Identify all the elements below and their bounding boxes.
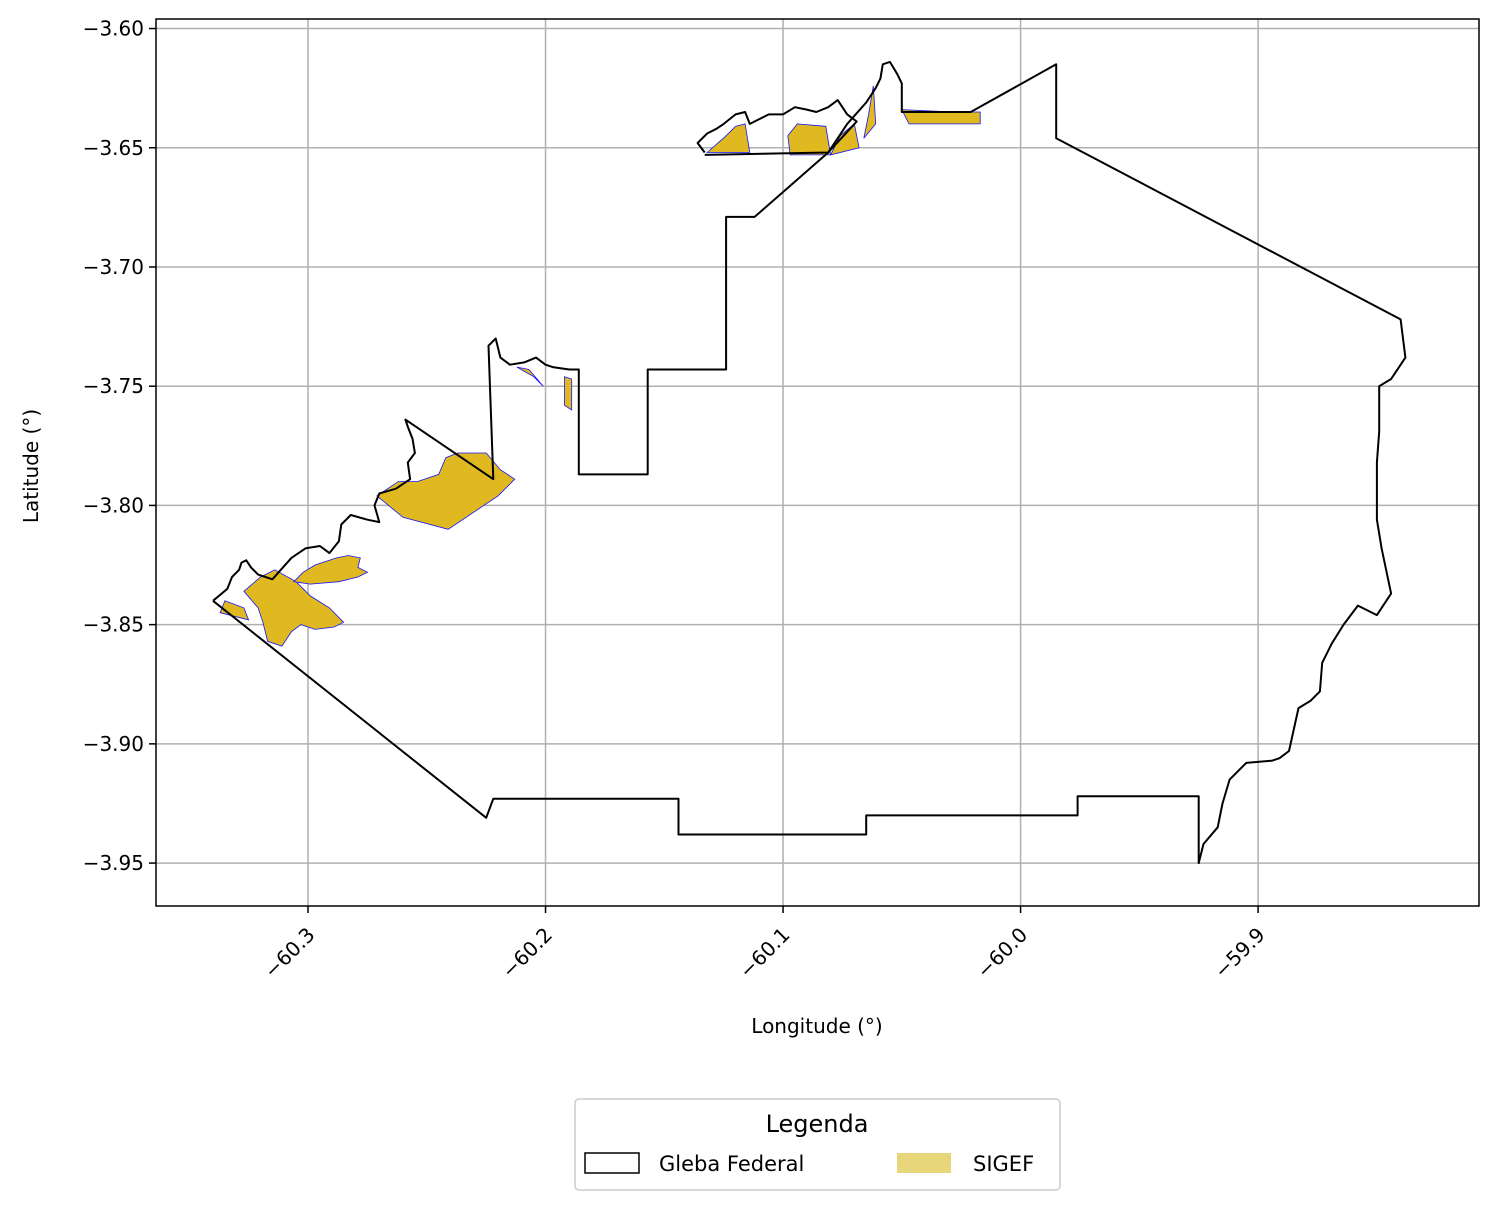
x-tick-label: −60.0 bbox=[972, 923, 1032, 983]
y-tick-label: −3.65 bbox=[83, 136, 144, 160]
sigef-parcel bbox=[516, 366, 544, 387]
y-tick-label: −3.75 bbox=[83, 374, 144, 398]
legend: Legenda Gleba Federal SIGEF bbox=[574, 1098, 1061, 1191]
sigef-parcel bbox=[564, 376, 573, 411]
x-tick-label: −60.1 bbox=[734, 923, 794, 983]
legend-label-sigef: SIGEF bbox=[973, 1152, 1034, 1176]
y-axis-label: Latitude (°) bbox=[19, 409, 43, 523]
legend-swatch-sigef bbox=[897, 1153, 951, 1173]
legend-title: Legenda bbox=[766, 1110, 869, 1138]
sigef-parcel bbox=[706, 123, 751, 153]
x-tick-label: −59.9 bbox=[1209, 923, 1269, 983]
sigef-parcel bbox=[243, 569, 345, 647]
legend-label-gleba-federal: Gleba Federal bbox=[659, 1152, 804, 1176]
x-tick-label: −60.2 bbox=[497, 923, 557, 983]
y-tick-label: −3.90 bbox=[83, 732, 144, 756]
legend-swatch-gleba-federal bbox=[584, 1152, 640, 1174]
x-axis-label: Longitude (°) bbox=[751, 1014, 882, 1038]
gleba-federal-boundary-fragment bbox=[696, 99, 858, 156]
plot-frame bbox=[155, 18, 1480, 907]
map-layer bbox=[212, 60, 1407, 865]
y-tick-label: −3.70 bbox=[83, 255, 144, 279]
y-tick-label: −3.85 bbox=[83, 613, 144, 637]
gleba-federal-boundary bbox=[212, 60, 1407, 865]
sigef-parcel bbox=[787, 123, 832, 156]
sigef-parcel bbox=[863, 85, 877, 139]
y-tick-label: −3.60 bbox=[83, 17, 144, 41]
sigef-parcel bbox=[292, 555, 369, 585]
y-tick-label: −3.80 bbox=[83, 493, 144, 517]
y-tick-label: −3.95 bbox=[83, 851, 144, 875]
axis-ticks: −60.3 −60.2 −60.1 −60.0 −59.9 −3.60 −3.65 −3.70… bbox=[83, 17, 1270, 983]
sigef-parcel bbox=[376, 452, 516, 530]
grid-lines bbox=[156, 19, 1479, 906]
x-tick-label: −60.3 bbox=[259, 923, 319, 983]
